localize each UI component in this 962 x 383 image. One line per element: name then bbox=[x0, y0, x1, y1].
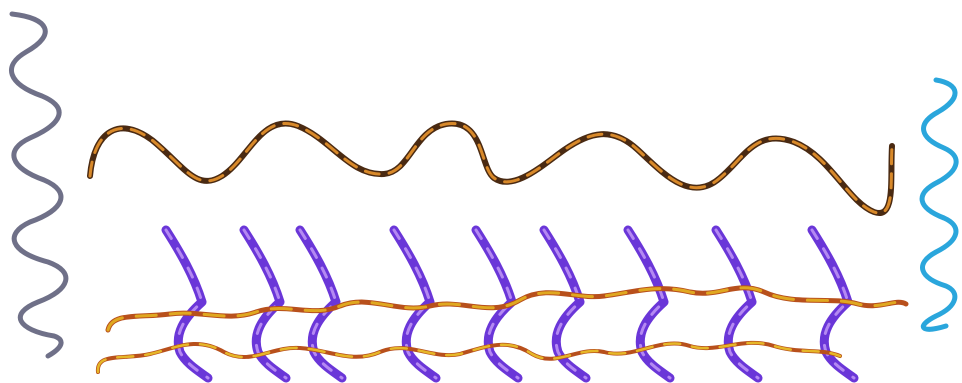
purple-strand bbox=[161, 225, 213, 383]
right-vertical-squiggle bbox=[919, 77, 959, 332]
purple-strand-highlight bbox=[392, 228, 438, 380]
purple-strand bbox=[623, 225, 675, 383]
purple-strand bbox=[711, 225, 763, 383]
purple-strand-highlight bbox=[714, 228, 760, 380]
lower-wave-lower bbox=[95, 340, 842, 374]
purple-strand-row bbox=[161, 225, 859, 383]
purple-strand-highlight bbox=[626, 228, 672, 380]
purple-strand-highlight bbox=[542, 228, 588, 380]
top-horizontal-wave bbox=[87, 120, 895, 216]
purple-strand-highlight bbox=[810, 228, 856, 380]
purple-strand-highlight bbox=[242, 228, 288, 380]
left-vertical-squiggle bbox=[9, 11, 69, 359]
lower-wave-upper bbox=[105, 285, 909, 333]
purple-strand-highlight bbox=[474, 228, 520, 380]
purple-strand-highlight bbox=[164, 228, 210, 380]
purple-strand-highlight bbox=[298, 228, 344, 380]
